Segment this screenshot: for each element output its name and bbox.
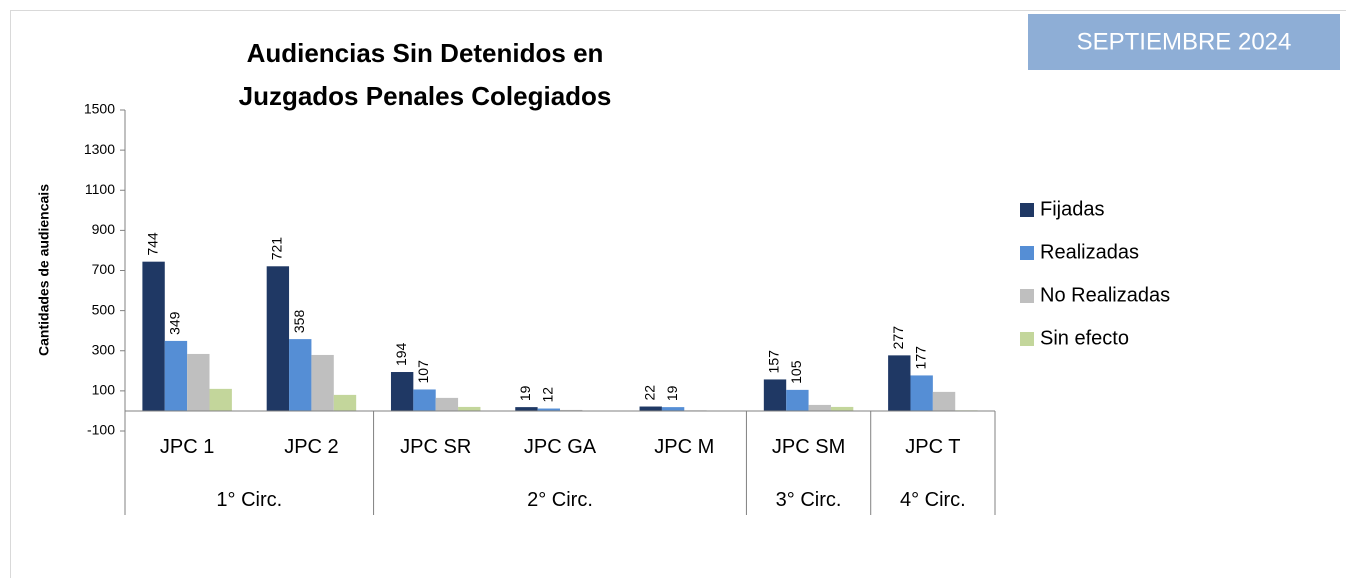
legend-label: Sin efecto <box>1040 327 1129 349</box>
data-label: 194 <box>393 342 409 366</box>
bar <box>390 372 414 411</box>
badge: SEPTIEMBRE 2024 <box>1077 28 1292 55</box>
data-label: 721 <box>269 237 285 261</box>
x-tick-label: JPC M <box>654 436 714 458</box>
legend-swatch <box>1020 289 1034 303</box>
y-tick-label: 700 <box>92 261 116 277</box>
bar <box>333 394 357 411</box>
data-label: 19 <box>664 385 680 401</box>
bar <box>763 379 787 411</box>
bar <box>142 261 165 411</box>
bar <box>560 409 583 411</box>
bar <box>311 354 334 411</box>
y-tick-label: 1100 <box>85 181 115 197</box>
bar <box>209 388 232 411</box>
y-tick-label: 300 <box>92 341 116 357</box>
y-tick-label: -100 <box>87 422 115 438</box>
bar <box>187 353 210 411</box>
y-tick-label: 1300 <box>84 141 115 157</box>
legend-swatch <box>1020 246 1034 260</box>
bar <box>266 266 290 411</box>
legend-swatch <box>1020 332 1034 346</box>
bar <box>435 397 459 411</box>
x-tick-label: JPC GA <box>524 436 597 458</box>
group-label: 3° Circ. <box>776 489 842 511</box>
bar <box>808 404 831 411</box>
legend-label: Realizadas <box>1040 241 1139 263</box>
data-label: 107 <box>415 360 431 384</box>
bar <box>888 355 911 411</box>
x-tick-label: JPC T <box>905 436 960 458</box>
y-tick-label: 900 <box>92 221 116 237</box>
data-label: 19 <box>517 385 533 401</box>
group-label: 1° Circ. <box>216 489 282 511</box>
x-tick-label: JPC SM <box>772 436 845 458</box>
bar <box>458 406 481 411</box>
data-label: 177 <box>912 346 928 370</box>
bar <box>537 408 560 411</box>
bar <box>910 375 933 411</box>
data-label: 744 <box>144 232 160 256</box>
legend-label: No Realizadas <box>1040 284 1170 306</box>
chart-title: Juzgados Penales Colegiados <box>239 81 612 111</box>
y-tick-label: 100 <box>92 382 116 398</box>
chart-title: Audiencias Sin Detenidos en <box>247 38 604 68</box>
data-label: 105 <box>788 360 804 384</box>
bar <box>661 407 685 411</box>
y-tick-label: 1500 <box>84 101 115 117</box>
legend-label: Fijadas <box>1040 198 1104 220</box>
data-label: 157 <box>766 350 782 374</box>
x-tick-label: JPC 1 <box>160 436 214 458</box>
y-tick-label: 500 <box>92 301 116 317</box>
legend-swatch <box>1020 203 1034 217</box>
bar <box>515 407 538 411</box>
data-label: 349 <box>167 311 183 335</box>
bar <box>786 389 809 411</box>
bar <box>413 389 436 411</box>
data-label: 358 <box>291 310 307 334</box>
data-label: 12 <box>540 387 556 403</box>
x-tick-label: JPC 2 <box>284 436 338 458</box>
bar <box>932 391 956 411</box>
group-label: 4° Circ. <box>900 489 966 511</box>
x-tick-label: JPC SR <box>400 436 471 458</box>
data-label: 22 <box>641 385 657 401</box>
bar <box>639 406 662 411</box>
chart-border <box>10 10 1346 578</box>
group-label: 2° Circ. <box>527 489 593 511</box>
y-axis-label: Cantidades de audiencais <box>36 184 52 356</box>
bar <box>289 339 312 411</box>
data-label: 277 <box>890 326 906 350</box>
bar <box>830 406 854 411</box>
badge-background <box>1028 14 1340 70</box>
bar <box>164 340 188 411</box>
